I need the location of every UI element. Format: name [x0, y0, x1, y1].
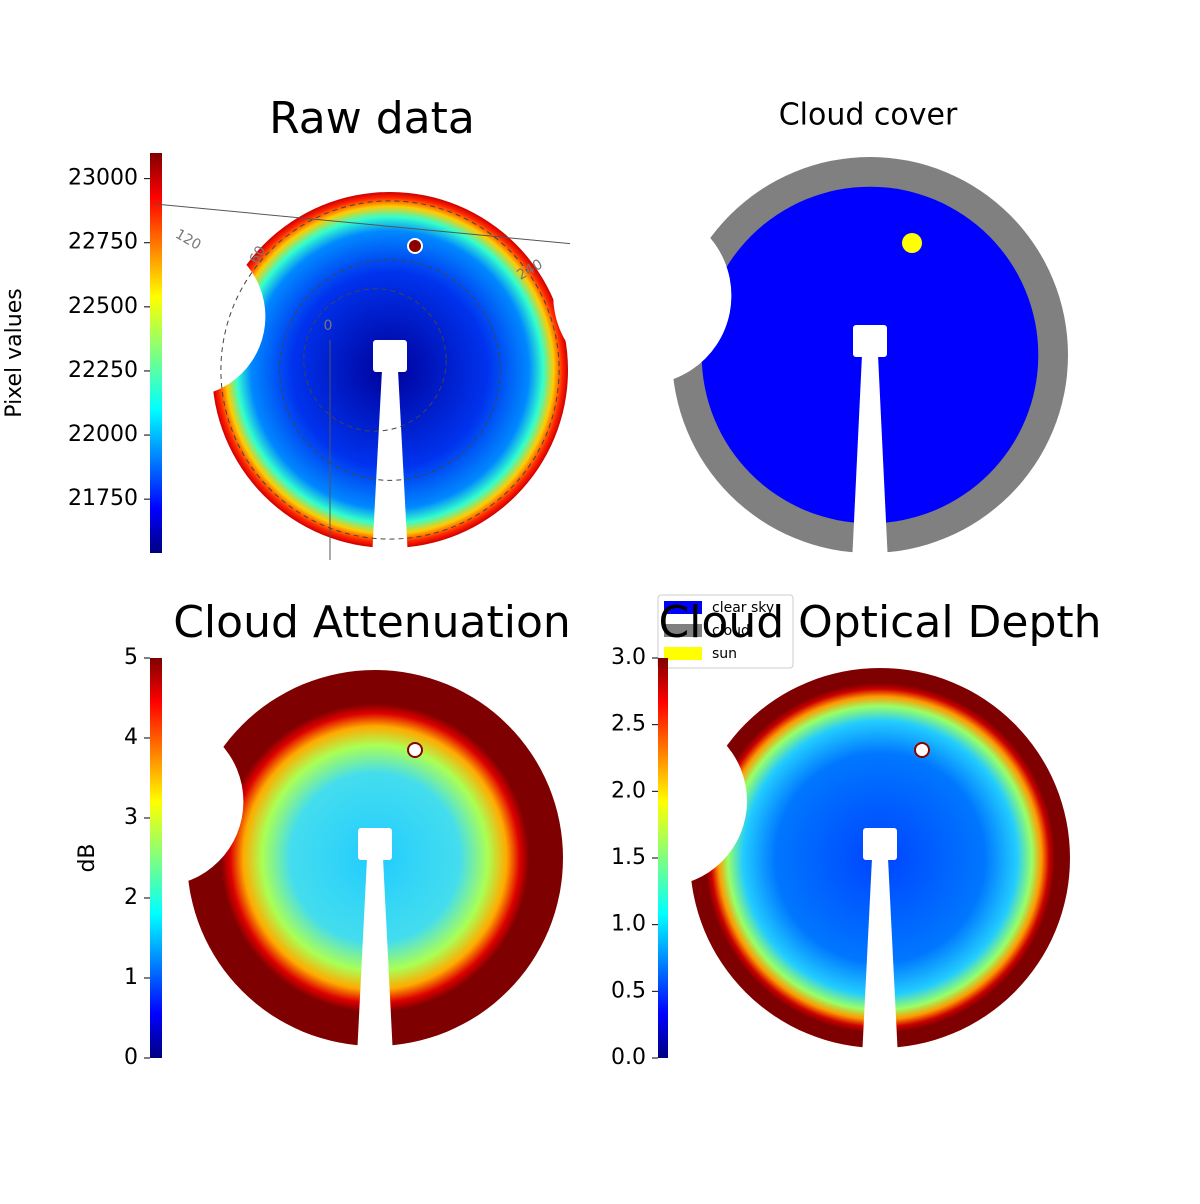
polar-ring — [279, 259, 501, 481]
colorbar-tick-label: 22250 — [68, 358, 138, 383]
mast-head — [863, 828, 897, 860]
panel-title: Cloud cover — [779, 98, 958, 133]
polar-axis — [154, 203, 575, 245]
polar-label: 0 — [324, 318, 333, 334]
colorbar-tick-label: 4 — [124, 725, 138, 750]
sky-image — [576, 668, 1070, 1058]
sky-image — [105, 192, 568, 558]
colorbar-tick-label: 0.5 — [611, 978, 646, 1003]
colorbar-tick-label: 21750 — [68, 486, 138, 511]
mast-head — [373, 340, 407, 372]
horizon-mask — [105, 236, 266, 397]
legend-label: cloud — [712, 623, 750, 639]
colorbar-tick-label: 22750 — [68, 230, 138, 255]
legend-label: sun — [712, 646, 737, 662]
colorbar — [150, 658, 162, 1058]
panel-title: Cloud Optical Depth — [658, 597, 1101, 648]
colorbar-tick-label: 1 — [124, 965, 138, 990]
colorbar-label: dB — [75, 843, 100, 872]
colorbar-tick-label: 22000 — [68, 422, 138, 447]
colorbar-tick-label: 2 — [124, 885, 138, 910]
mast-mask — [852, 355, 888, 563]
legend-swatch — [664, 624, 702, 637]
sun-spot — [914, 742, 930, 758]
panel-title: Raw data — [269, 93, 475, 144]
colorbar-tick-label: 0 — [124, 1045, 138, 1070]
colorbar-tick-label: 1.0 — [611, 912, 646, 937]
sun-region — [902, 233, 922, 253]
horizon-mask — [553, 206, 732, 385]
sun-spot — [407, 238, 423, 254]
polar-label: 60 — [247, 243, 270, 266]
sky-image — [74, 670, 563, 1056]
polar-ring — [220, 200, 560, 540]
colorbar-tick-label: 22500 — [68, 294, 138, 319]
colorbar-tick-label: 3 — [124, 805, 138, 830]
colorbar-tick-label: 0.0 — [611, 1045, 646, 1070]
panel-title: Cloud Attenuation — [173, 597, 571, 648]
mast-mask — [372, 370, 408, 558]
mast-mask — [862, 858, 898, 1058]
colorbar-tick-label: 23000 — [68, 166, 138, 191]
colorbar-tick-label: 3.0 — [611, 645, 646, 670]
polar-ring — [303, 288, 447, 432]
colorbar-tick-label: 5 — [124, 645, 138, 670]
mast-mask — [357, 858, 393, 1056]
sky-image — [553, 157, 1068, 563]
colorbar-tick-label: 2.5 — [611, 712, 646, 737]
colorbar — [658, 658, 668, 1058]
colorbar-tick-label: 2.0 — [611, 778, 646, 803]
colorbar-label: Pixel values — [2, 288, 27, 417]
legend-label: clear sky — [712, 600, 774, 616]
legend-swatch — [664, 601, 702, 614]
colorbar — [150, 153, 162, 553]
mast-head — [853, 325, 887, 357]
legend-swatch — [664, 647, 702, 660]
sun-spot — [407, 742, 423, 758]
mast-head — [358, 828, 392, 860]
colorbar-tick-label: 1.5 — [611, 845, 646, 870]
